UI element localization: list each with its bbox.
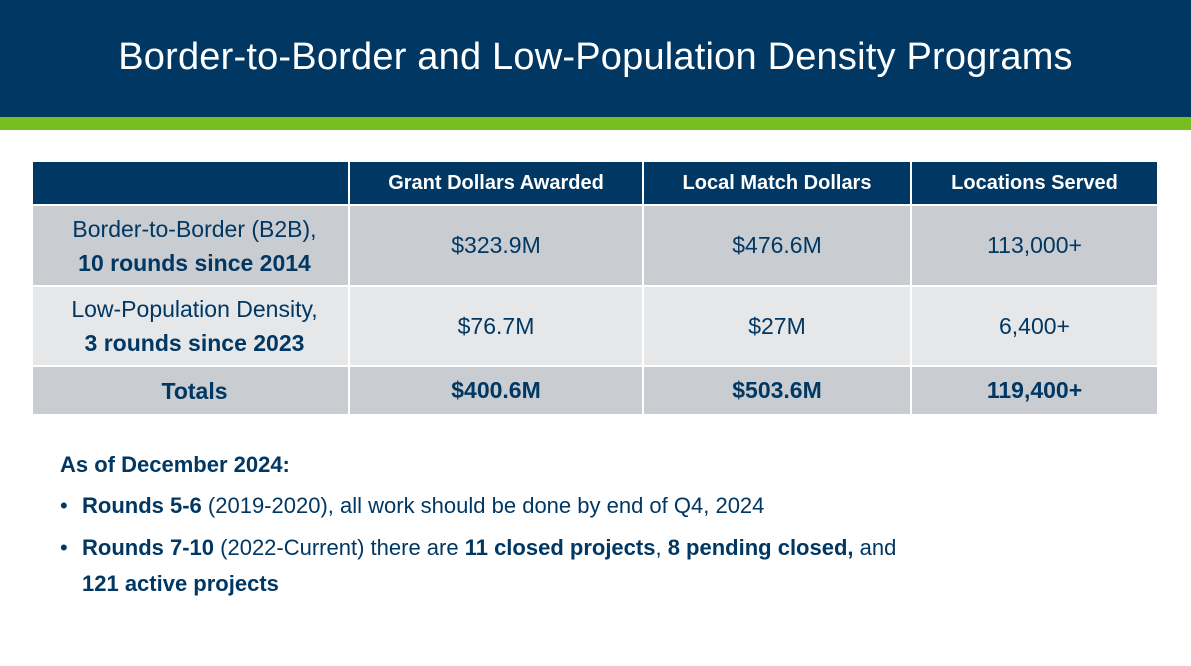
program-label: Low-Population Density, 3 rounds since 2… [31, 285, 350, 367]
table-row-border-to-border: Border-to-Border (B2B), 10 rounds since … [31, 204, 1159, 287]
table-header-row: Grant Dollars Awarded Local Match Dollar… [31, 160, 1159, 206]
grant-total: $400.6M [348, 365, 644, 416]
bullet-item: Rounds 7-10 (2022-Current) there are 11 … [60, 530, 1160, 602]
bullet-text: (2022-Current) there are [214, 535, 465, 560]
locations-value: 113,000+ [910, 204, 1159, 287]
grant-value: $323.9M [348, 204, 644, 287]
bullet-text: (2019-2020), all work should be done by … [201, 493, 765, 518]
green-accent-bar [0, 117, 1191, 130]
column-header-local-match: Local Match Dollars [642, 160, 912, 206]
program-rounds: 3 rounds since 2023 [84, 330, 305, 356]
closed-projects-count: 11 closed projects [464, 535, 656, 560]
slide-title: Border-to-Border and Low-Population Dens… [118, 36, 1073, 78]
match-value: $476.6M [642, 204, 912, 287]
bullet-text: and [853, 535, 897, 560]
program-name: Border-to-Border (B2B), [72, 215, 317, 242]
program-name: Low-Population Density, [71, 296, 318, 322]
title-banner: Border-to-Border and Low-Population Dens… [0, 0, 1191, 117]
locations-total: 119,400+ [910, 365, 1159, 416]
match-value: $27M [642, 285, 912, 367]
notes-heading: As of December 2024: [60, 452, 290, 477]
bullet-emphasis: Rounds 7-10 [82, 535, 215, 560]
table-row-low-population-density: Low-Population Density, 3 rounds since 2… [31, 285, 1159, 367]
table-row-totals: Totals $400.6M $503.6M 119,400+ [31, 365, 1159, 416]
pending-closed-count: 8 pending closed, [667, 535, 854, 560]
programs-table: Grant Dollars Awarded Local Match Dollar… [31, 160, 1159, 416]
program-label: Border-to-Border (B2B), 10 rounds since … [31, 204, 350, 287]
bullet-item: Rounds 5-6 (2019-2020), all work should … [60, 488, 1160, 524]
bullet-text: , [655, 535, 668, 560]
match-total: $503.6M [642, 365, 912, 416]
active-projects-count: 121 active projects [82, 571, 279, 596]
grant-value: $76.7M [348, 285, 644, 367]
program-rounds: 10 rounds since 2014 [78, 249, 311, 276]
column-header-locations: Locations Served [910, 160, 1159, 206]
locations-value: 6,400+ [910, 285, 1159, 367]
column-header-grant-dollars: Grant Dollars Awarded [348, 160, 644, 206]
bullet-emphasis: Rounds 5-6 [82, 493, 202, 518]
status-notes: As of December 2024: Rounds 5-6 (2019-20… [60, 452, 1160, 608]
column-header-program [31, 160, 350, 206]
totals-label: Totals [31, 365, 350, 416]
